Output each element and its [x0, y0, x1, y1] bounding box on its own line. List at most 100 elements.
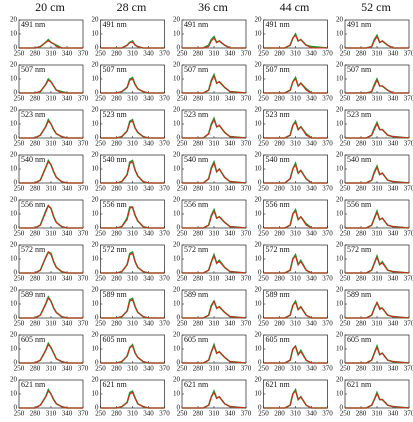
y-tick-label: 10 [255, 120, 263, 128]
y-tick-label: 20 [255, 376, 263, 384]
y-tick-label: 0 [258, 404, 262, 412]
panel-label: 523 nm [266, 110, 291, 119]
x-tick-label: 310 [290, 95, 301, 103]
y-tick-label: 0 [95, 44, 99, 52]
column-header: 20 cm [35, 0, 65, 14]
x-tick-label: 340 [62, 275, 73, 283]
x-tick-label: 280 [274, 365, 285, 373]
x-tick-label: 250 [340, 410, 351, 418]
y-tick-label: 10 [173, 75, 181, 83]
spectrum-line [100, 252, 165, 274]
x-tick-label: 340 [62, 410, 73, 418]
x-tick-label: 370 [322, 140, 333, 148]
x-tick-label: 280 [274, 230, 285, 238]
spectrum-line [345, 300, 410, 319]
x-tick-label: 250 [258, 230, 269, 238]
panel-label: 605 nm [103, 335, 128, 344]
x-tick-label: 280 [193, 365, 204, 373]
x-tick-label: 250 [177, 95, 188, 103]
y-tick-label: 10 [10, 390, 18, 398]
x-tick-label: 370 [159, 140, 170, 148]
y-tick-label: 0 [14, 224, 18, 232]
x-tick-label: 370 [322, 50, 333, 58]
y-tick-label: 20 [336, 106, 344, 114]
x-tick-label: 370 [78, 230, 89, 238]
panel-label: 540 nm [266, 155, 291, 164]
spectrum-line [182, 299, 247, 319]
y-tick-label: 20 [92, 106, 100, 114]
y-tick-label: 0 [340, 44, 344, 52]
y-tick-label: 20 [173, 151, 181, 159]
y-tick-label: 10 [255, 165, 263, 173]
x-tick-label: 370 [159, 275, 170, 283]
panel-label: 556 nm [266, 200, 291, 209]
x-tick-label: 280 [274, 50, 285, 58]
y-tick-label: 10 [255, 345, 263, 353]
x-tick-label: 370 [159, 185, 170, 193]
y-tick-label: 0 [258, 89, 262, 97]
y-tick-label: 0 [95, 224, 99, 232]
y-tick-label: 10 [92, 255, 100, 263]
x-tick-label: 250 [258, 410, 269, 418]
y-tick-label: 20 [10, 151, 18, 159]
y-tick-label: 20 [10, 241, 18, 249]
x-tick-label: 370 [404, 50, 413, 58]
x-tick-label: 250 [95, 230, 106, 238]
y-tick-label: 0 [177, 179, 181, 187]
x-tick-label: 280 [111, 95, 122, 103]
spectrum-line [19, 388, 83, 409]
y-tick-label: 10 [173, 345, 181, 353]
x-tick-label: 280 [356, 140, 367, 148]
panel-label: 621 nm [184, 380, 209, 389]
x-tick-label: 340 [306, 365, 317, 373]
x-tick-label: 250 [177, 140, 188, 148]
y-tick-label: 20 [92, 331, 100, 339]
y-tick-label: 0 [340, 224, 344, 232]
x-tick-label: 280 [193, 185, 204, 193]
spectrum-line [100, 41, 165, 49]
x-tick-label: 250 [340, 230, 351, 238]
x-tick-label: 310 [127, 365, 138, 373]
y-tick-label: 20 [255, 196, 263, 204]
spectrum-line [263, 301, 328, 319]
x-tick-label: 310 [46, 275, 57, 283]
x-tick-label: 310 [209, 320, 220, 328]
panel-label: 507 nm [184, 65, 209, 74]
x-tick-label: 370 [241, 185, 252, 193]
x-tick-label: 370 [404, 230, 413, 238]
spectrum-line [100, 78, 165, 94]
y-tick-label: 10 [92, 120, 100, 128]
y-tick-label: 10 [92, 345, 100, 353]
x-tick-label: 370 [322, 230, 333, 238]
x-tick-label: 370 [404, 185, 413, 193]
spectrum-line [345, 301, 410, 319]
x-tick-label: 310 [372, 320, 383, 328]
x-tick-label: 250 [95, 320, 106, 328]
y-tick-label: 20 [173, 196, 181, 204]
x-tick-label: 280 [274, 95, 285, 103]
y-tick-label: 0 [14, 404, 18, 412]
y-tick-label: 0 [340, 404, 344, 412]
y-tick-label: 20 [92, 241, 100, 249]
spectrum-line [19, 341, 83, 364]
x-tick-label: 310 [46, 140, 57, 148]
y-tick-label: 20 [336, 61, 344, 69]
x-tick-label: 310 [290, 50, 301, 58]
x-tick-label: 310 [209, 185, 220, 193]
x-tick-label: 280 [356, 275, 367, 283]
y-tick-label: 0 [258, 44, 262, 52]
x-tick-label: 340 [388, 50, 399, 58]
x-tick-label: 370 [404, 410, 413, 418]
spectrum-line [345, 122, 410, 139]
spectrum-line [100, 161, 165, 184]
x-tick-label: 370 [322, 185, 333, 193]
x-tick-label: 280 [30, 230, 41, 238]
x-tick-label: 280 [356, 410, 367, 418]
panel-label: 491 nm [21, 20, 46, 29]
x-tick-label: 370 [159, 230, 170, 238]
panel-label: 621 nm [103, 380, 128, 389]
x-tick-label: 370 [159, 320, 170, 328]
x-tick-label: 280 [274, 410, 285, 418]
spectrum-line [345, 166, 410, 184]
y-tick-label: 20 [10, 376, 18, 384]
